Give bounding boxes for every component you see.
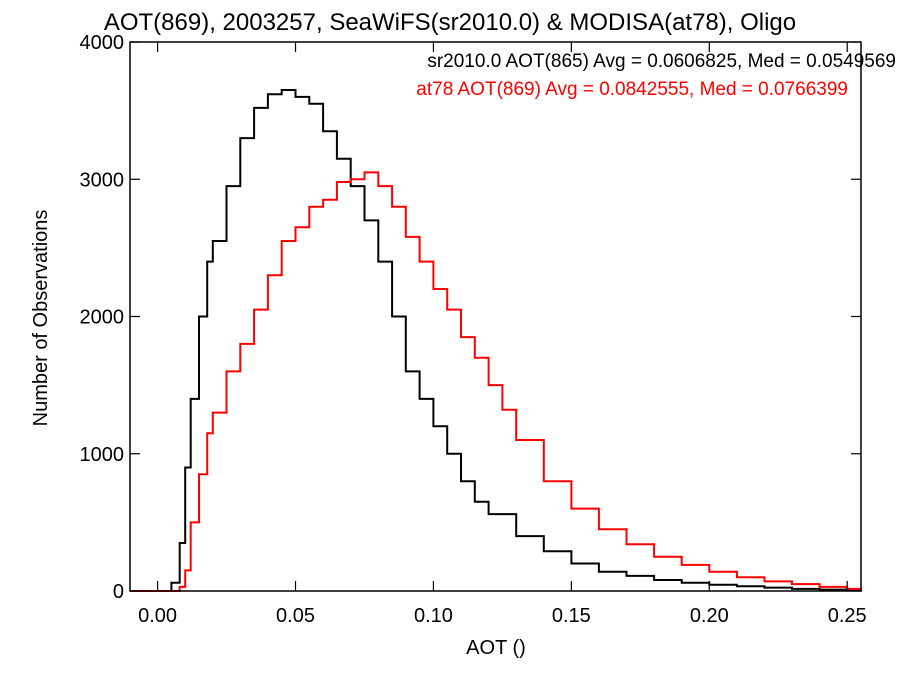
- y-tick-label: 3000: [80, 169, 125, 191]
- ticks-layer: 0.00 0.05 0.10 0.15 0.20 0.25 0 1000 2000 3000 400…: [80, 32, 867, 627]
- chart-title: AOT(869), 2003257, SeaWiFS(sr2010.0) & M…: [104, 9, 796, 36]
- y-axis-label: Number of Observations: [30, 210, 52, 427]
- y-tick-label: 4000: [80, 32, 125, 54]
- x-tick-label: 0.15: [552, 605, 591, 627]
- series-line-0: [130, 89, 862, 592]
- x-axis-label: AOT (): [466, 637, 526, 659]
- legend-entry-sr2010: sr2010.0 AOT(865) Avg = 0.0606825, Med =…: [427, 51, 896, 72]
- x-tick-label: 0.10: [414, 605, 453, 627]
- y-tick-label: 2000: [80, 307, 125, 329]
- series-layer: [130, 89, 862, 592]
- x-tick-label: 0.25: [828, 605, 867, 627]
- series-line-1: [130, 171, 862, 592]
- legend-entry-at78: at78 AOT(869) Avg = 0.0842555, Med = 0.0…: [416, 79, 848, 100]
- x-tick-label: 0.20: [690, 605, 729, 627]
- y-tick-label: 1000: [80, 444, 125, 466]
- y-tick-label: 0: [113, 581, 124, 603]
- x-tick-label: 0.00: [138, 605, 177, 627]
- x-tick-label: 0.05: [276, 605, 315, 627]
- plot-frame: [129, 41, 862, 592]
